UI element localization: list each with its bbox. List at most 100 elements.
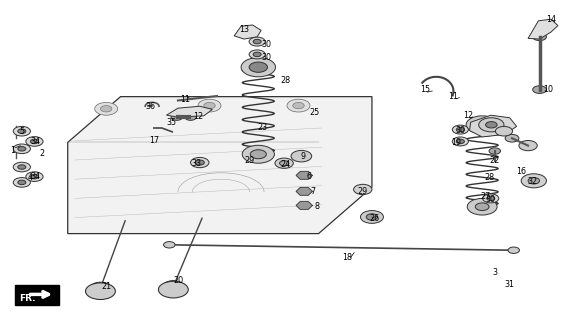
Polygon shape xyxy=(296,172,312,179)
Text: 16: 16 xyxy=(516,167,526,176)
Text: 17: 17 xyxy=(149,136,159,145)
Text: 25: 25 xyxy=(309,108,320,117)
Circle shape xyxy=(198,99,221,112)
Circle shape xyxy=(521,174,546,188)
Polygon shape xyxy=(68,97,372,234)
Text: 22: 22 xyxy=(490,156,500,165)
Circle shape xyxy=(249,62,267,72)
Circle shape xyxy=(18,129,26,133)
Circle shape xyxy=(171,114,183,120)
Text: 6: 6 xyxy=(307,172,311,181)
Text: 28: 28 xyxy=(281,76,291,85)
Circle shape xyxy=(479,118,504,132)
Circle shape xyxy=(164,242,175,248)
Circle shape xyxy=(185,114,196,120)
Circle shape xyxy=(249,50,265,59)
Circle shape xyxy=(487,196,495,201)
Circle shape xyxy=(360,211,383,223)
Circle shape xyxy=(13,144,30,154)
Text: 26: 26 xyxy=(369,214,379,223)
Text: 12: 12 xyxy=(463,111,473,120)
Circle shape xyxy=(13,126,30,136)
Circle shape xyxy=(533,33,546,41)
Circle shape xyxy=(519,140,537,151)
Text: 23: 23 xyxy=(258,124,268,132)
Circle shape xyxy=(204,102,215,109)
Text: 29: 29 xyxy=(245,156,255,165)
Circle shape xyxy=(280,161,289,166)
Circle shape xyxy=(495,126,513,136)
Text: 34: 34 xyxy=(30,172,41,181)
Circle shape xyxy=(293,102,304,109)
Circle shape xyxy=(249,37,265,46)
Polygon shape xyxy=(296,202,312,209)
Circle shape xyxy=(95,102,118,115)
Text: 4: 4 xyxy=(28,173,32,182)
Text: 7: 7 xyxy=(311,188,315,196)
Text: 8: 8 xyxy=(315,202,319,211)
Text: 14: 14 xyxy=(546,15,556,24)
Circle shape xyxy=(486,122,497,128)
Text: 24: 24 xyxy=(281,160,291,169)
Circle shape xyxy=(191,157,209,168)
Circle shape xyxy=(100,106,112,112)
Text: 31: 31 xyxy=(505,280,515,289)
Circle shape xyxy=(18,147,26,151)
Text: 11: 11 xyxy=(448,92,459,101)
Text: FR.: FR. xyxy=(20,294,36,303)
Circle shape xyxy=(195,160,204,165)
Circle shape xyxy=(508,247,519,253)
Circle shape xyxy=(452,125,468,134)
Circle shape xyxy=(18,165,26,169)
Polygon shape xyxy=(528,19,558,39)
Circle shape xyxy=(253,52,261,57)
Text: 20: 20 xyxy=(173,276,183,285)
Circle shape xyxy=(475,203,489,211)
Circle shape xyxy=(26,172,43,181)
Text: 34: 34 xyxy=(30,137,41,146)
Circle shape xyxy=(483,194,499,203)
Circle shape xyxy=(18,180,26,185)
Circle shape xyxy=(366,214,378,220)
Text: 30: 30 xyxy=(455,126,466,135)
Text: 5: 5 xyxy=(20,127,24,136)
Circle shape xyxy=(163,281,184,292)
Text: 30: 30 xyxy=(486,196,496,204)
Circle shape xyxy=(242,145,274,163)
Circle shape xyxy=(505,134,519,142)
Circle shape xyxy=(241,58,276,77)
Circle shape xyxy=(30,139,38,144)
Circle shape xyxy=(466,116,498,134)
Circle shape xyxy=(13,162,30,172)
Text: 15: 15 xyxy=(420,85,430,94)
Circle shape xyxy=(489,148,501,154)
Text: 11: 11 xyxy=(180,95,190,104)
Text: 35: 35 xyxy=(166,118,176,127)
Circle shape xyxy=(250,150,266,159)
FancyBboxPatch shape xyxy=(15,285,59,305)
Text: 9: 9 xyxy=(301,152,305,161)
Circle shape xyxy=(354,184,372,195)
Polygon shape xyxy=(296,188,312,195)
Text: 3: 3 xyxy=(492,268,497,277)
Text: 28: 28 xyxy=(484,173,494,182)
Circle shape xyxy=(158,281,188,298)
Text: 19: 19 xyxy=(451,138,461,147)
Polygon shape xyxy=(166,106,212,117)
Text: 30: 30 xyxy=(262,40,272,49)
Circle shape xyxy=(90,282,111,294)
Text: 33: 33 xyxy=(191,159,201,168)
Text: 32: 32 xyxy=(528,177,538,186)
Circle shape xyxy=(474,120,490,129)
Circle shape xyxy=(456,139,464,144)
Circle shape xyxy=(275,158,293,168)
Circle shape xyxy=(456,127,464,132)
Text: 21: 21 xyxy=(101,282,111,291)
Text: 2: 2 xyxy=(40,149,44,158)
Polygon shape xyxy=(234,25,261,39)
Text: 18: 18 xyxy=(342,253,352,262)
Circle shape xyxy=(30,174,38,179)
Text: 13: 13 xyxy=(239,25,249,34)
Text: 1: 1 xyxy=(10,146,15,155)
Text: 27: 27 xyxy=(480,192,490,201)
